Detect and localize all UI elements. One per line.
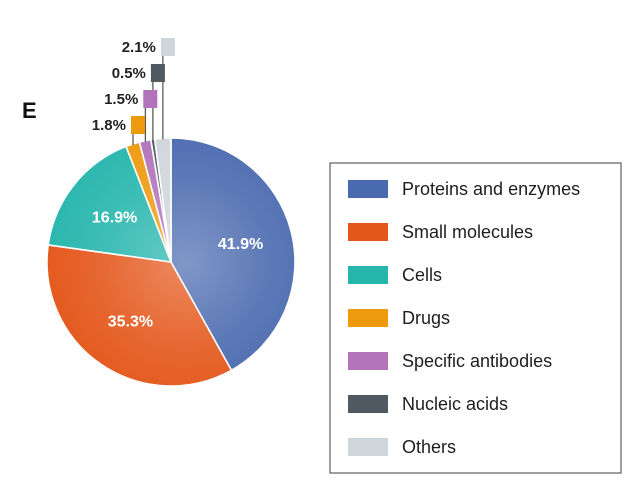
- callout-swatch-specific-antibodies: [143, 90, 158, 108]
- legend: Proteins and enzymes Small molecules Cells…: [329, 162, 622, 474]
- legend-swatch-nucleic-acids: [348, 395, 388, 413]
- callout-swatch-others: [160, 38, 175, 56]
- legend-label-nucleic-acids: Nucleic acids: [402, 394, 508, 414]
- slice-label-cells: 16.9%: [92, 209, 137, 226]
- legend-label-specific-antibodies: Specific antibodies: [402, 351, 552, 371]
- callout-swatch-nucleic-acids: [150, 64, 165, 82]
- slice-label-nucleic-acids: 0.5%: [112, 65, 146, 82]
- legend-swatch-small-molecules: [348, 223, 388, 241]
- legend-label-proteins-and-enzymes: Proteins and enzymes: [402, 179, 580, 199]
- slice-label-proteins-and-enzymes: 41.9%: [218, 236, 263, 253]
- legend-swatch-proteins-and-enzymes: [348, 180, 388, 198]
- callout-swatch-drugs: [131, 116, 145, 134]
- legend-label-others: Others: [402, 437, 456, 457]
- legend-label-small-molecules: Small molecules: [402, 222, 533, 242]
- slice-label-specific-antibodies: 1.5%: [104, 91, 138, 108]
- slice-label-small-molecules: 35.3%: [108, 313, 153, 330]
- slice-label-drugs: 1.8%: [92, 117, 126, 134]
- legend-swatch-cells: [348, 266, 388, 284]
- slice-label-others: 2.1%: [122, 39, 156, 56]
- legend-label-cells: Cells: [402, 265, 442, 285]
- slice-labels: 41.9% 35.3% 16.9% 2.1% 0.5% 1.5% 1.8%: [92, 38, 263, 330]
- panel-label: E: [22, 98, 37, 123]
- legend-swatch-others: [348, 438, 388, 456]
- legend-swatch-specific-antibodies: [348, 352, 388, 370]
- pie-slices: [46, 137, 296, 387]
- legend-swatch-drugs: [348, 309, 388, 327]
- legend-label-drugs: Drugs: [402, 308, 450, 328]
